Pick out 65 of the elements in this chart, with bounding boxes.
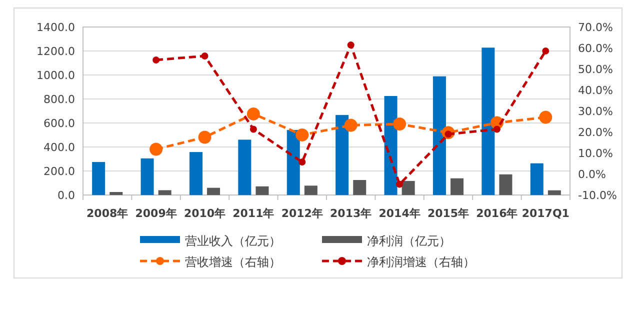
- bar: [432, 76, 446, 195]
- point: [152, 56, 160, 64]
- bar: [189, 152, 202, 195]
- legend-label: 营业收入（亿元）: [185, 234, 281, 248]
- bar: [92, 162, 106, 195]
- y-tick-label: 0.0: [58, 189, 75, 202]
- bar: [140, 158, 154, 195]
- legend-label: 净利润增速（右轴）: [367, 255, 475, 269]
- x-tick-label: 2008年: [86, 207, 128, 220]
- y2-tick-label: 60.0%: [578, 42, 613, 55]
- bar: [482, 48, 495, 195]
- point: [539, 110, 552, 124]
- y2-tick-label: 40.0%: [578, 84, 613, 97]
- bar: [402, 180, 415, 195]
- point: [493, 126, 500, 133]
- bar: [548, 190, 561, 195]
- y2-tick-label: 10.0%: [578, 147, 613, 160]
- bar: [286, 130, 300, 195]
- x-tick-label: 2011年: [232, 207, 274, 220]
- legend-label: 营收增速（右轴）: [185, 255, 281, 269]
- y2-tick-label: 70.0%: [578, 21, 613, 34]
- point: [542, 47, 550, 54]
- y-tick-label: 1000.0: [36, 69, 75, 82]
- y-tick-label: 1200.0: [36, 45, 75, 58]
- bar: [304, 186, 318, 195]
- legend-label: 净利润（亿元）: [367, 234, 451, 248]
- x-tick-label: 2016年: [476, 207, 518, 220]
- bar: [353, 180, 366, 195]
- point: [347, 42, 354, 49]
- x-tick-label: 2014年: [378, 207, 420, 220]
- point: [298, 158, 306, 166]
- bar: [158, 190, 172, 195]
- y-tick-label: 200.0: [44, 165, 75, 178]
- x-tick-label: 2015年: [427, 207, 470, 220]
- bar: [238, 140, 252, 195]
- y2-tick-label: 20.0%: [578, 126, 613, 139]
- point: [393, 118, 406, 131]
- y-tick-label: 600.0: [44, 117, 75, 130]
- y2-tick-label: 50.0%: [578, 63, 613, 76]
- y2-tick-label: 0.0%: [578, 168, 606, 181]
- y-tick-label: 1400.0: [36, 21, 75, 34]
- bar: [499, 174, 512, 195]
- y-tick-label: 400.0: [44, 141, 75, 154]
- x-tick-label: 2012年: [281, 207, 323, 220]
- x-tick-label: 2013年: [330, 207, 372, 220]
- point: [198, 130, 212, 144]
- bar: [110, 192, 123, 195]
- y2-tick-label: 30.0%: [578, 105, 613, 118]
- x-tick-label: 2009年: [135, 207, 177, 220]
- bar: [256, 186, 269, 195]
- point: [201, 52, 208, 60]
- point: [246, 107, 260, 120]
- x-tick-label: 2017Q1: [522, 207, 570, 220]
- bar: [530, 163, 544, 195]
- point: [250, 126, 257, 133]
- bar: [336, 114, 349, 195]
- point: [396, 180, 404, 188]
- point: [296, 128, 309, 142]
- bar: [450, 178, 464, 195]
- y2-tick-label: -10.0%: [578, 189, 617, 202]
- point: [344, 118, 358, 132]
- x-tick-label: 2010年: [184, 207, 226, 220]
- point: [150, 142, 163, 156]
- bar: [207, 188, 220, 195]
- y-tick-label: 800.0: [44, 93, 75, 106]
